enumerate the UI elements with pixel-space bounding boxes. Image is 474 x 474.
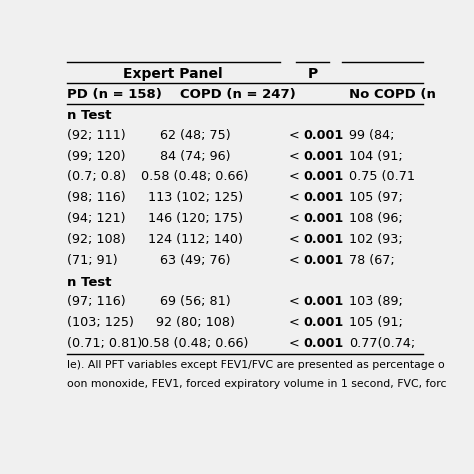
Text: <: <	[289, 316, 303, 329]
Text: 0.58 (0.48; 0.66): 0.58 (0.48; 0.66)	[141, 170, 249, 183]
Text: 0.001: 0.001	[303, 150, 344, 163]
Text: (92; 111): (92; 111)	[66, 129, 125, 142]
Text: 62 (48; 75): 62 (48; 75)	[160, 129, 230, 142]
Text: 124 (112; 140): 124 (112; 140)	[148, 233, 243, 246]
Text: (99; 120): (99; 120)	[66, 150, 125, 163]
Text: 0.58 (0.48; 0.66): 0.58 (0.48; 0.66)	[141, 337, 249, 350]
Text: 0.75 (0.71: 0.75 (0.71	[349, 170, 415, 183]
Text: 102 (93;: 102 (93;	[349, 233, 403, 246]
Text: 0.001: 0.001	[303, 337, 344, 350]
Text: 92 (80; 108): 92 (80; 108)	[156, 316, 235, 329]
Text: P: P	[308, 67, 318, 81]
Text: 0.001: 0.001	[303, 170, 344, 183]
Text: 0.001: 0.001	[303, 295, 344, 309]
Text: 69 (56; 81): 69 (56; 81)	[160, 295, 230, 309]
Text: <: <	[289, 150, 303, 163]
Text: <: <	[289, 170, 303, 183]
Text: 78 (67;: 78 (67;	[349, 254, 395, 267]
Text: <: <	[289, 129, 303, 142]
Text: <: <	[289, 254, 303, 267]
Text: 103 (89;: 103 (89;	[349, 295, 403, 309]
Text: <: <	[289, 337, 303, 350]
Text: <: <	[289, 233, 303, 246]
Text: 104 (91;: 104 (91;	[349, 150, 403, 163]
Text: 0.001: 0.001	[303, 129, 344, 142]
Text: Expert Panel: Expert Panel	[123, 67, 223, 81]
Text: 146 (120; 175): 146 (120; 175)	[148, 212, 243, 225]
Text: 0.77(0.74;: 0.77(0.74;	[349, 337, 416, 350]
Text: (98; 116): (98; 116)	[66, 191, 125, 204]
Text: (97; 116): (97; 116)	[66, 295, 125, 309]
Text: No COPD (n: No COPD (n	[349, 88, 437, 101]
Text: oon monoxide, FEV1, forced expiratory volume in 1 second, FVC, forc: oon monoxide, FEV1, forced expiratory vo…	[66, 379, 446, 389]
Text: 0.001: 0.001	[303, 233, 344, 246]
Text: 0.001: 0.001	[303, 212, 344, 225]
Text: <: <	[289, 295, 303, 309]
Text: 105 (91;: 105 (91;	[349, 316, 403, 329]
Text: n Test: n Test	[66, 275, 111, 289]
Text: <: <	[289, 191, 303, 204]
Text: 108 (96;: 108 (96;	[349, 212, 403, 225]
Text: (103; 125): (103; 125)	[66, 316, 134, 329]
Text: n Test: n Test	[66, 109, 111, 122]
Text: (92; 108): (92; 108)	[66, 233, 125, 246]
Text: le). All PFT variables except FEV1/FVC are presented as percentage o: le). All PFT variables except FEV1/FVC a…	[66, 360, 444, 370]
Text: 0.001: 0.001	[303, 254, 344, 267]
Text: (0.7; 0.8): (0.7; 0.8)	[66, 170, 126, 183]
Text: 0.001: 0.001	[303, 316, 344, 329]
Text: PD (n = 158): PD (n = 158)	[66, 88, 162, 101]
Text: 63 (49; 76): 63 (49; 76)	[160, 254, 230, 267]
Text: (71; 91): (71; 91)	[66, 254, 117, 267]
Text: 99 (84;: 99 (84;	[349, 129, 395, 142]
Text: 113 (102; 125): 113 (102; 125)	[147, 191, 243, 204]
Text: 84 (74; 96): 84 (74; 96)	[160, 150, 230, 163]
Text: 105 (97;: 105 (97;	[349, 191, 403, 204]
Text: <: <	[289, 212, 303, 225]
Text: 0.001: 0.001	[303, 191, 344, 204]
Text: COPD (n = 247): COPD (n = 247)	[181, 88, 296, 101]
Text: (0.71; 0.81): (0.71; 0.81)	[66, 337, 142, 350]
Text: (94; 121): (94; 121)	[66, 212, 125, 225]
